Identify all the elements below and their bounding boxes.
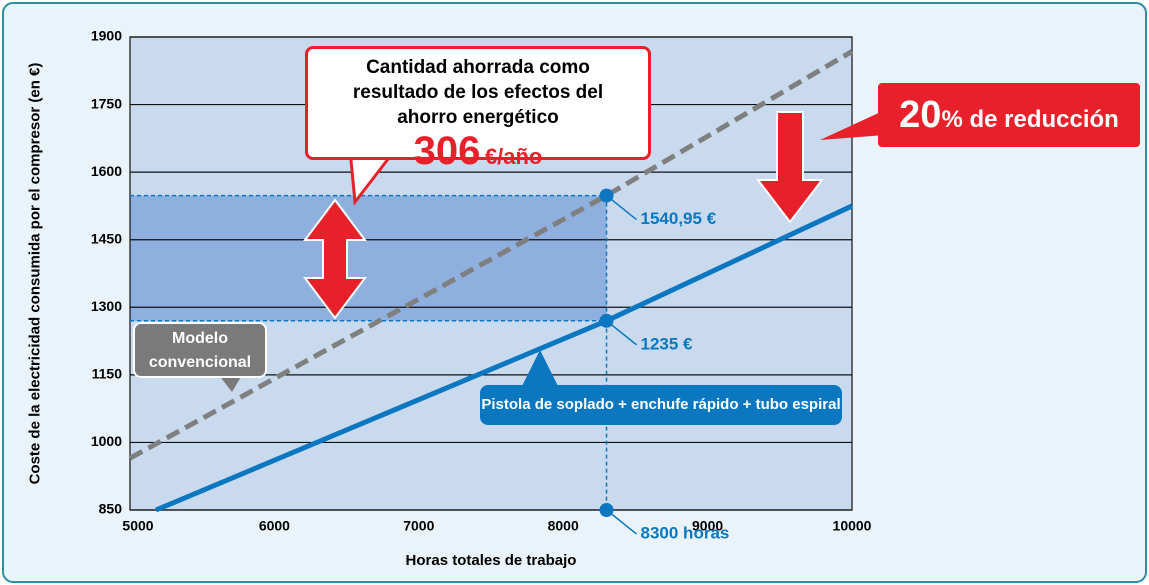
down-arrow — [755, 111, 825, 224]
x-tick-label: 10000 — [833, 518, 872, 534]
series-line — [128, 49, 854, 461]
y-tick-label: 1450 — [91, 230, 122, 246]
double-arrow — [303, 198, 367, 320]
series-label: Pistola de soplado + enchufe rápido + tu… — [480, 385, 842, 425]
x-tick-label: 7000 — [403, 518, 434, 534]
annotation-label: 1540,95 € — [641, 209, 717, 228]
x-axis-title: Horas totales de trabajo — [405, 552, 577, 569]
callout-tail — [520, 350, 560, 390]
point — [599, 188, 614, 203]
y-axis-title: Coste de la electricidad consumida por e… — [26, 62, 44, 485]
savings-amount: 306 — [413, 129, 481, 173]
reduction-callout: 20% de reducción — [878, 83, 1140, 147]
reduction-amount: 20 — [899, 94, 942, 136]
x-tick-label: 6000 — [259, 518, 290, 534]
y-tick-label: 850 — [99, 501, 123, 517]
y-tick-label: 1000 — [91, 433, 122, 449]
savings-callout: Cantidad ahorrada como resultado de los … — [305, 46, 651, 172]
savings-amount-row: 306 €/año — [308, 130, 648, 181]
y-tick-label: 1750 — [91, 95, 122, 111]
x-tick-label: 5000 — [122, 518, 153, 534]
reduction-text: % de reducción — [941, 106, 1119, 133]
x-tick-label: 9000 — [692, 518, 723, 534]
plot-border — [129, 36, 853, 511]
y-tick-label: 1150 — [92, 366, 123, 382]
savings-text: Cantidad ahorrada como resultado de los … — [352, 57, 604, 128]
savings-unit: €/año — [484, 144, 543, 169]
series-label: Modelo convencional — [133, 322, 267, 378]
callout-tail — [820, 110, 885, 140]
overlay — [215, 110, 885, 392]
annotation-label: 8300 horas — [641, 523, 730, 542]
y-tick-label: 1600 — [91, 163, 122, 179]
point — [599, 313, 614, 328]
point — [599, 503, 614, 517]
savings-band — [130, 195, 607, 321]
y-tick-label: 1300 — [91, 298, 122, 314]
x-tick-label: 8000 — [548, 518, 579, 534]
y-tick-label: 1900 — [91, 28, 122, 44]
annotation-label: 1235 € — [641, 334, 694, 353]
